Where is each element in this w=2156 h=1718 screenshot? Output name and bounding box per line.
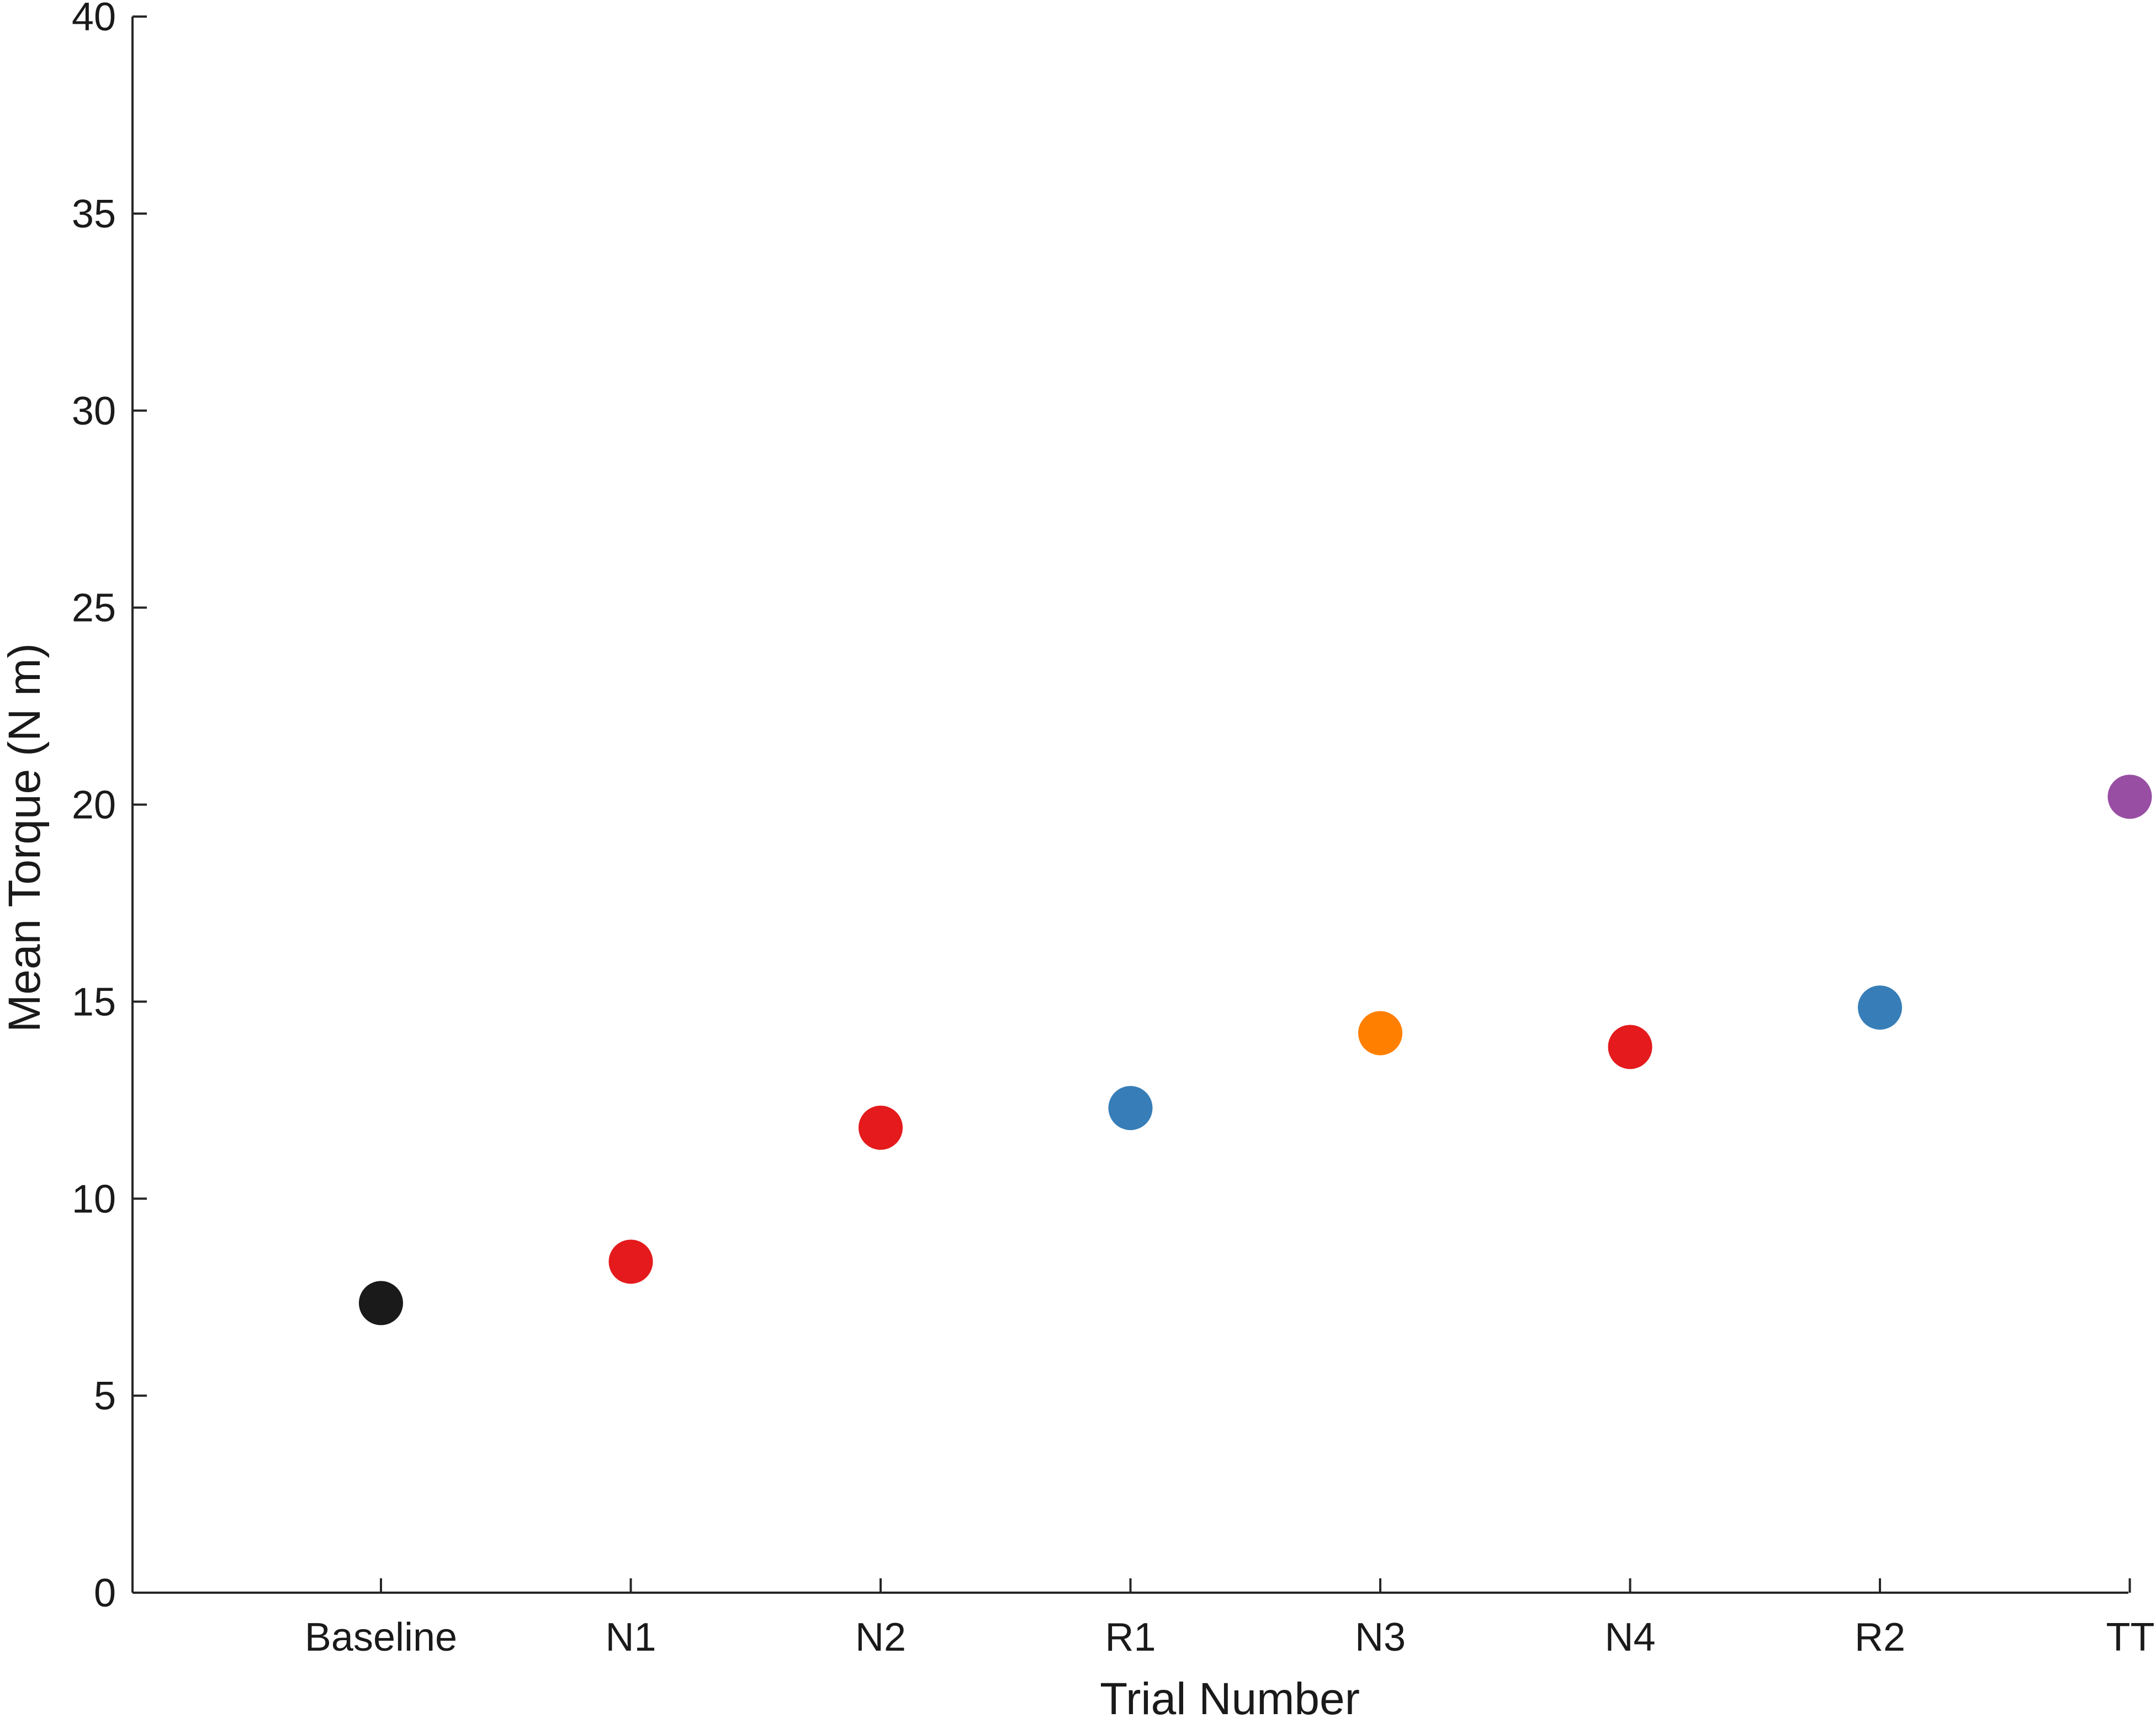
data-points	[359, 775, 2152, 1325]
y-tick-label: 40	[72, 0, 116, 39]
data-point-n2	[859, 1105, 903, 1150]
x-tick-label: R1	[1105, 1615, 1156, 1659]
data-point-n3	[1358, 1011, 1402, 1056]
x-tick-label: N3	[1355, 1615, 1406, 1659]
x-axis-title: Trial Number	[1100, 1674, 1360, 1718]
y-axis-title: Mean Torque (N m)	[0, 643, 50, 1032]
axes	[131, 17, 2128, 1594]
y-tick-label: 15	[72, 980, 116, 1024]
x-tick-label: Baseline	[305, 1615, 457, 1659]
x-tick-label: N1	[605, 1615, 656, 1659]
x-tick-label: N4	[1604, 1615, 1655, 1659]
y-tick-label: 5	[94, 1374, 116, 1418]
y-tick-label: 25	[72, 586, 116, 630]
y-tick-label: 10	[72, 1177, 116, 1221]
data-point-baseline	[359, 1281, 403, 1325]
x-ticks: Baseline N1 N2 R1 N3 N4 R2 TT	[305, 1578, 2155, 1659]
data-point-r1	[1108, 1086, 1153, 1131]
y-tick-label: 20	[72, 783, 116, 828]
x-tick-label: TT	[2106, 1615, 2155, 1659]
data-point-n1	[608, 1239, 653, 1284]
y-tick-label: 35	[72, 192, 116, 236]
data-point-r2	[1858, 985, 1902, 1030]
x-tick-label: R2	[1855, 1615, 1905, 1659]
y-tick-label: 30	[72, 389, 116, 433]
x-tick-label: N2	[855, 1615, 906, 1659]
y-tick-label: 0	[94, 1571, 116, 1615]
y-ticks: 0 5 10 15 20 25 30 35 40	[72, 0, 147, 1615]
data-point-tt	[2107, 775, 2152, 819]
data-point-n4	[1608, 1025, 1652, 1069]
